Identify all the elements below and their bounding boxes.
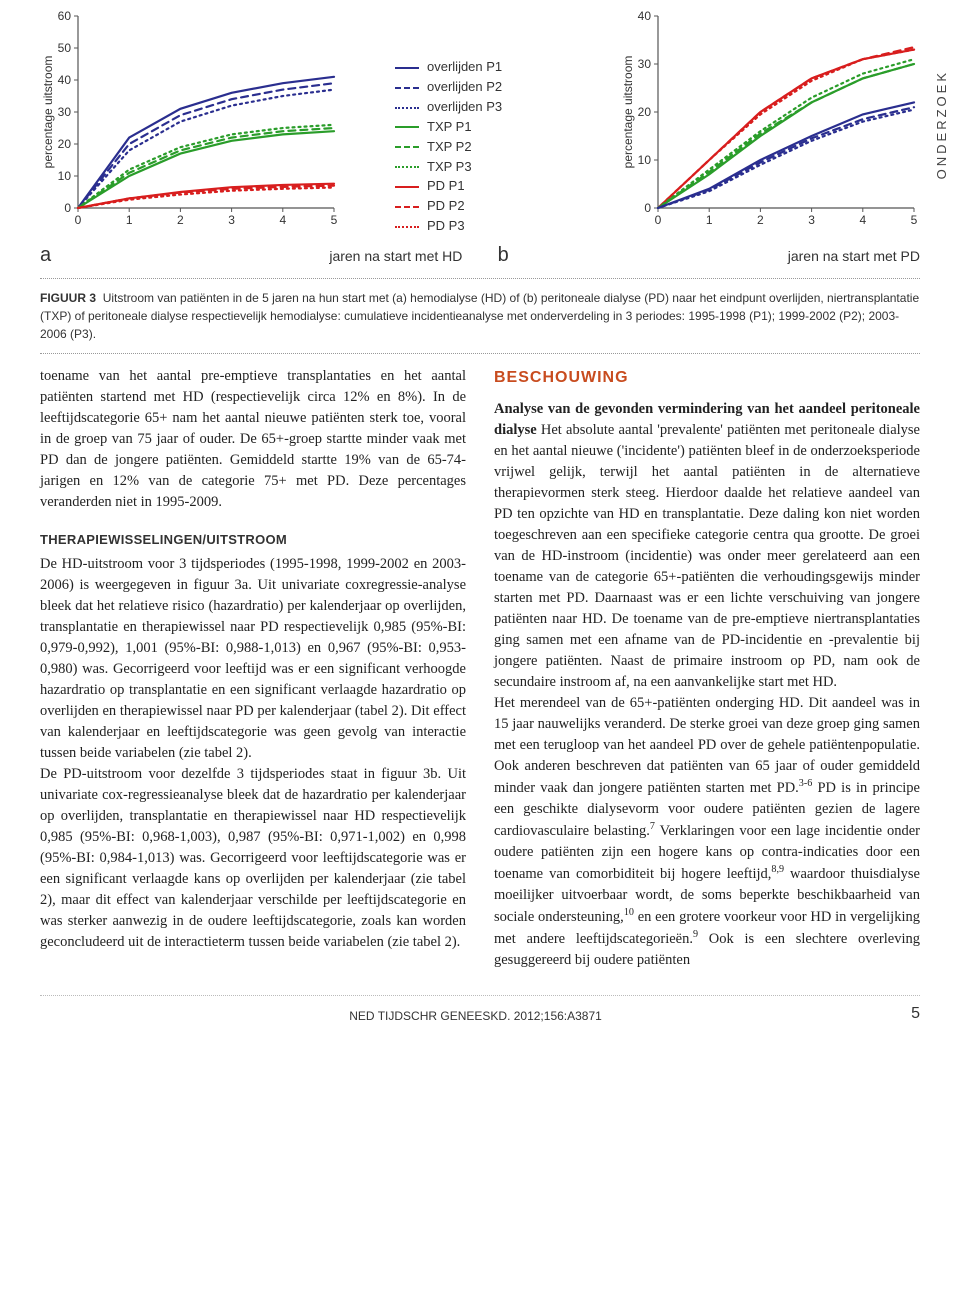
svg-text:1: 1 bbox=[706, 213, 713, 227]
svg-text:3: 3 bbox=[808, 213, 815, 227]
charts-row: 0102030405060012345percentage uitstroom … bbox=[40, 10, 920, 237]
legend-label: PD P1 bbox=[427, 177, 465, 196]
chart-a-svg: 0 10 20 30 40 50 60 0 1 2 3 4 5 percentage uitstroom bbox=[40, 10, 340, 230]
legend-item: TXP P1 bbox=[395, 118, 565, 137]
legend-item: PD P1 bbox=[395, 177, 565, 196]
svg-text:50: 50 bbox=[58, 41, 72, 55]
svg-text:0: 0 bbox=[655, 213, 662, 227]
figure-caption: FIGUUR 3 Uitstroom van patiënten in de 5… bbox=[40, 278, 920, 354]
svg-text:0: 0 bbox=[644, 201, 651, 215]
legend-swatch bbox=[395, 186, 419, 188]
svg-text:60: 60 bbox=[58, 10, 72, 23]
svg-text:0: 0 bbox=[75, 213, 82, 227]
legend-item: PD P3 bbox=[395, 217, 565, 236]
legend-label: TXP P1 bbox=[427, 118, 472, 137]
body-para-3: De PD-uitstroom voor dezelfde 3 tijdsper… bbox=[40, 764, 466, 953]
panel-caption-b: jaren na start met PD bbox=[788, 246, 920, 266]
svg-text:percentage uitstroom: percentage uitstroom bbox=[621, 56, 635, 169]
legend-item: overlijden P2 bbox=[395, 78, 565, 97]
body-para-2: De HD-uitstroom voor 3 tijdsperiodes (19… bbox=[40, 554, 466, 764]
ref-3to6: 3-6 bbox=[799, 778, 813, 789]
legend-swatch bbox=[395, 87, 419, 89]
axis-caption-row: a jaren na start met HD b jaren na start… bbox=[40, 241, 920, 270]
body-columns: toename van het aantal pre-emptieve tran… bbox=[40, 366, 920, 971]
panel-letter-a: a bbox=[40, 241, 51, 270]
legend-label: PD P3 bbox=[427, 217, 465, 236]
legend-swatch bbox=[395, 67, 419, 69]
legend-label: overlijden P2 bbox=[427, 78, 502, 97]
side-label: ONDERZOEK bbox=[933, 70, 952, 179]
legend-swatch bbox=[395, 206, 419, 208]
figure-caption-text: Uitstroom van patiënten in de 5 jaren na… bbox=[40, 291, 919, 341]
svg-text:40: 40 bbox=[638, 10, 652, 23]
svg-text:4: 4 bbox=[859, 213, 866, 227]
page: ONDERZOEK 0102030405060012345percentage … bbox=[0, 0, 960, 1065]
heading-therapiewisselingen: THERAPIEWISSELINGEN/UITSTROOM bbox=[40, 531, 466, 550]
body-para-4-text: Het absolute aantal 'prevalente' patiënt… bbox=[494, 422, 920, 690]
legend-swatch bbox=[395, 166, 419, 168]
legend-label: TXP P3 bbox=[427, 158, 472, 177]
legend-item: overlijden P1 bbox=[395, 58, 565, 77]
svg-text:5: 5 bbox=[911, 213, 918, 227]
heading-beschouwing: BESCHOUWING bbox=[494, 366, 920, 389]
svg-text:10: 10 bbox=[58, 169, 72, 183]
ref-8-9: 8,9 bbox=[771, 864, 784, 875]
chart-legend: overlijden P1overlijden P2overlijden P3T… bbox=[395, 57, 565, 237]
svg-text:0: 0 bbox=[64, 201, 71, 215]
panel-caption-a: jaren na start met HD bbox=[329, 246, 462, 266]
figure-label: FIGUUR 3 bbox=[40, 291, 96, 305]
svg-text:percentage uitstroom: percentage uitstroom bbox=[41, 56, 55, 169]
legend-label: PD P2 bbox=[427, 197, 465, 216]
legend-label: overlijden P3 bbox=[427, 98, 502, 117]
ref-10: 10 bbox=[624, 907, 634, 918]
body-para-1: toename van het aantal pre-emptieve tran… bbox=[40, 366, 466, 513]
body-para-5: Het merendeel van de 65+-patiënten onder… bbox=[494, 693, 920, 970]
svg-text:40: 40 bbox=[58, 73, 72, 87]
legend-swatch bbox=[395, 226, 419, 228]
svg-text:30: 30 bbox=[638, 57, 652, 71]
legend-item: overlijden P3 bbox=[395, 98, 565, 117]
chart-b-svg: 0 10 20 30 40 0 1 2 3 4 5 percentage uitstroom bbox=[620, 10, 920, 230]
svg-text:3: 3 bbox=[228, 213, 235, 227]
legend-swatch bbox=[395, 107, 419, 109]
page-footer: NED TIJDSCHR GENEESKD. 2012;156:A3871 5 bbox=[40, 995, 920, 1025]
chart-panel-a: 0 10 20 30 40 50 60 0 1 2 3 4 5 percentage uitstroom bbox=[40, 10, 340, 237]
legend-swatch bbox=[395, 146, 419, 148]
legend-item: TXP P3 bbox=[395, 158, 565, 177]
svg-text:5: 5 bbox=[331, 213, 338, 227]
svg-text:10: 10 bbox=[638, 153, 652, 167]
panel-letter-b: b bbox=[498, 241, 509, 270]
legend-label: TXP P2 bbox=[427, 138, 472, 157]
svg-text:20: 20 bbox=[58, 137, 72, 151]
body-para-4: Analyse van de gevonden vermindering van… bbox=[494, 399, 920, 693]
svg-text:2: 2 bbox=[757, 213, 764, 227]
legend-label: overlijden P1 bbox=[427, 58, 502, 77]
legend-item: TXP P2 bbox=[395, 138, 565, 157]
svg-text:4: 4 bbox=[279, 213, 286, 227]
svg-text:2: 2 bbox=[177, 213, 184, 227]
svg-text:20: 20 bbox=[638, 105, 652, 119]
svg-text:30: 30 bbox=[58, 105, 72, 119]
footer-page-number: 5 bbox=[911, 1002, 920, 1025]
footer-journal: NED TIJDSCHR GENEESKD. 2012;156:A3871 bbox=[349, 1008, 602, 1025]
legend-swatch bbox=[395, 126, 419, 128]
chart-panel-b: 0 10 20 30 40 0 1 2 3 4 5 percentage uitstroom bbox=[620, 10, 920, 237]
svg-text:1: 1 bbox=[126, 213, 133, 227]
legend-item: PD P2 bbox=[395, 197, 565, 216]
